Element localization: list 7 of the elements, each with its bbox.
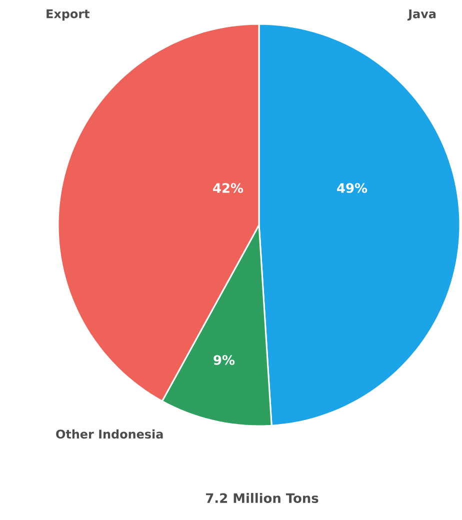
data-label: 9% bbox=[214, 355, 235, 365]
data-label: 42% bbox=[213, 183, 244, 193]
text: 7.2 Million Tons bbox=[206, 492, 318, 504]
slice-label: Export bbox=[46, 9, 90, 21]
slice-label: Other Indonesia bbox=[56, 429, 163, 439]
data-label: 49% bbox=[337, 183, 368, 193]
slice-label: Java bbox=[407, 9, 436, 21]
